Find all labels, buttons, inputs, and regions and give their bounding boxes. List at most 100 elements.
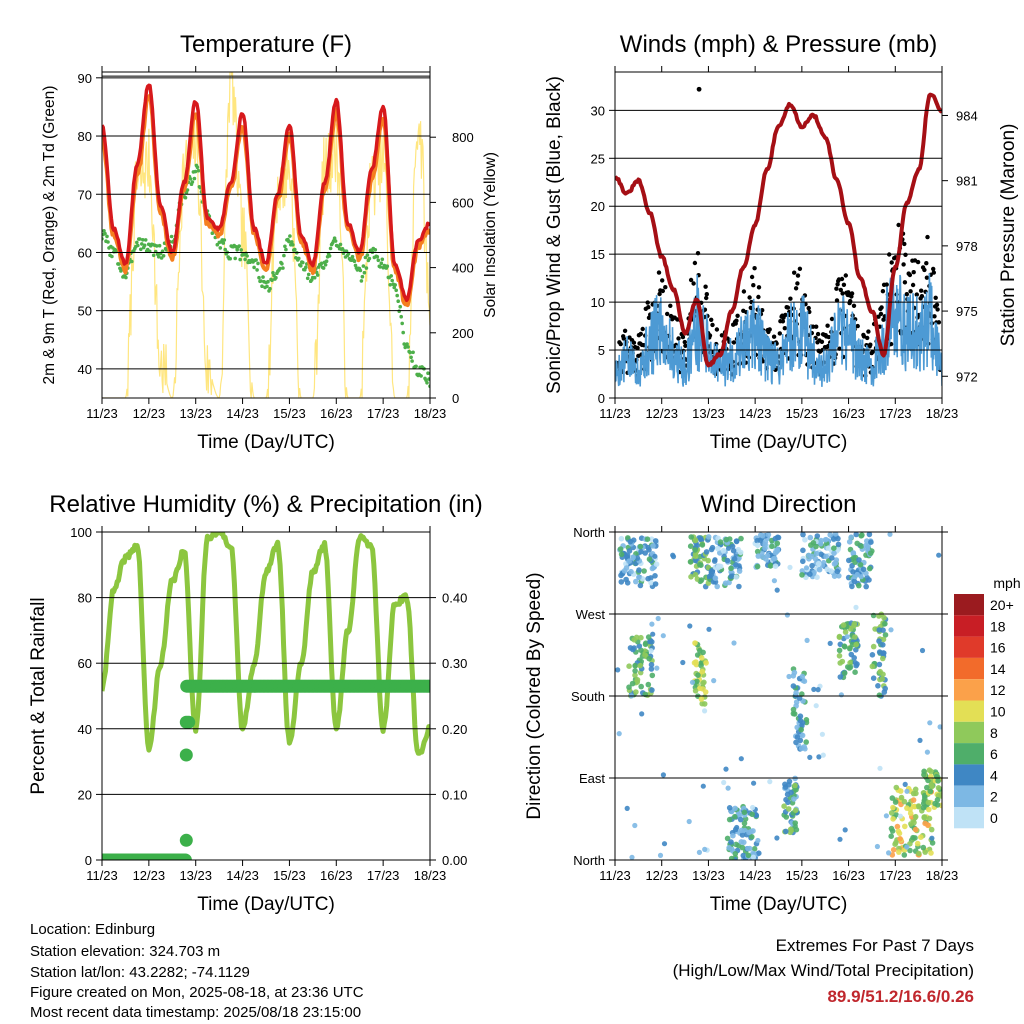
direction-point	[642, 550, 648, 556]
direction-point	[848, 534, 854, 540]
dewpoint-point	[161, 254, 166, 258]
dewpoint-point	[141, 238, 145, 242]
y-tick-label: 80	[78, 129, 92, 144]
gust-point	[825, 323, 830, 328]
gust-point	[714, 327, 720, 332]
temp-2m-line	[102, 83, 430, 303]
station-location: Location: Edinburg	[30, 921, 156, 938]
direction-point	[762, 545, 768, 551]
direction-point	[728, 839, 734, 845]
direction-point	[847, 660, 853, 666]
dewpoint-point	[140, 242, 144, 246]
dewpoint-point	[233, 256, 237, 261]
gust-point	[710, 322, 715, 328]
direction-point	[738, 827, 745, 834]
dewpoint-point	[376, 258, 381, 263]
dewpoint-point	[142, 243, 147, 248]
direction-point	[872, 626, 878, 632]
x-tick-label: 15/23	[786, 868, 819, 883]
gust-point	[703, 284, 708, 289]
direction-point	[926, 806, 932, 813]
direction-point	[882, 632, 889, 638]
gust-point	[879, 305, 884, 310]
extremes-subtitle: (High/Low/Max Wind/Total Precipitation)	[672, 961, 974, 980]
direction-point	[929, 835, 935, 841]
y2-tick-label: 600	[452, 195, 474, 210]
gust-point	[878, 311, 884, 317]
dewpoint-point	[254, 258, 258, 262]
gust-point	[907, 272, 913, 278]
gust-point	[838, 287, 843, 293]
gust-point	[688, 277, 694, 283]
direction-point	[728, 855, 735, 860]
direction-point	[755, 837, 761, 844]
direction-point	[888, 833, 894, 839]
direction-point	[922, 849, 928, 855]
dewpoint-point	[257, 275, 261, 280]
legend-swatch	[954, 785, 984, 807]
direction-point	[842, 629, 849, 635]
direction-point	[807, 754, 813, 761]
direction-point	[836, 634, 843, 640]
dewpoint-point	[364, 266, 369, 270]
dewpoint-point	[143, 238, 148, 242]
panel-1: 11/23 12/23 13/23 14/23 15/23 16/23 17/23 18/23…	[544, 31, 1019, 453]
gust-point	[795, 273, 801, 278]
direction-point	[738, 535, 744, 542]
legend-label: 4	[990, 767, 998, 783]
direction-point	[879, 676, 885, 682]
direction-point	[657, 852, 664, 859]
direction-point	[831, 573, 838, 579]
direction-point	[844, 634, 850, 640]
dewpoint-point	[315, 273, 320, 277]
dewpoint-point	[394, 288, 399, 293]
x-tick-label: 11/23	[599, 406, 631, 421]
direction-point	[902, 781, 908, 788]
direction-point	[764, 552, 771, 559]
direction-point	[746, 829, 752, 836]
gust-point	[868, 342, 873, 347]
direction-point	[751, 780, 757, 786]
direction-point	[911, 803, 918, 810]
direction-point	[687, 559, 694, 565]
gust-point	[691, 281, 696, 286]
direction-point	[692, 547, 698, 553]
gust-point	[704, 295, 709, 301]
direction-point	[660, 633, 666, 639]
direction-point	[827, 532, 833, 538]
dewpoint-point	[105, 234, 109, 239]
dewpoint-point	[124, 275, 128, 280]
direction-point	[877, 668, 883, 675]
legend-label: 8	[990, 725, 998, 741]
legend-label: 10	[990, 704, 1006, 720]
dewpoint-point	[169, 234, 174, 239]
plot-area-3	[615, 532, 942, 860]
direction-point	[799, 720, 806, 726]
y-tick-label: South	[571, 689, 605, 704]
x-axis-label: Time (Day/UTC)	[710, 432, 848, 453]
direction-point	[694, 652, 701, 658]
y-tick-label: 30	[591, 103, 605, 118]
gust-point	[782, 326, 787, 331]
dewpoint-point	[409, 355, 413, 360]
dewpoint-point	[243, 257, 247, 262]
direction-point	[788, 789, 794, 796]
legend-label: 16	[990, 640, 1006, 656]
dewpoint-point	[239, 248, 243, 252]
direction-point	[774, 548, 780, 554]
direction-point	[834, 568, 841, 575]
direction-point	[751, 846, 758, 852]
y2-tick-label: 978	[956, 239, 978, 254]
dewpoint-point	[210, 231, 215, 235]
dewpoint-point	[183, 195, 188, 200]
direction-point	[632, 822, 638, 829]
direction-point	[869, 652, 876, 658]
gust-point	[785, 305, 791, 310]
precip-point	[423, 679, 430, 693]
gust-point	[683, 343, 688, 348]
dewpoint-point	[271, 271, 275, 275]
y2-tick-label: 800	[452, 130, 474, 145]
direction-point	[887, 532, 893, 537]
direction-point	[894, 823, 901, 830]
direction-point	[709, 569, 716, 575]
